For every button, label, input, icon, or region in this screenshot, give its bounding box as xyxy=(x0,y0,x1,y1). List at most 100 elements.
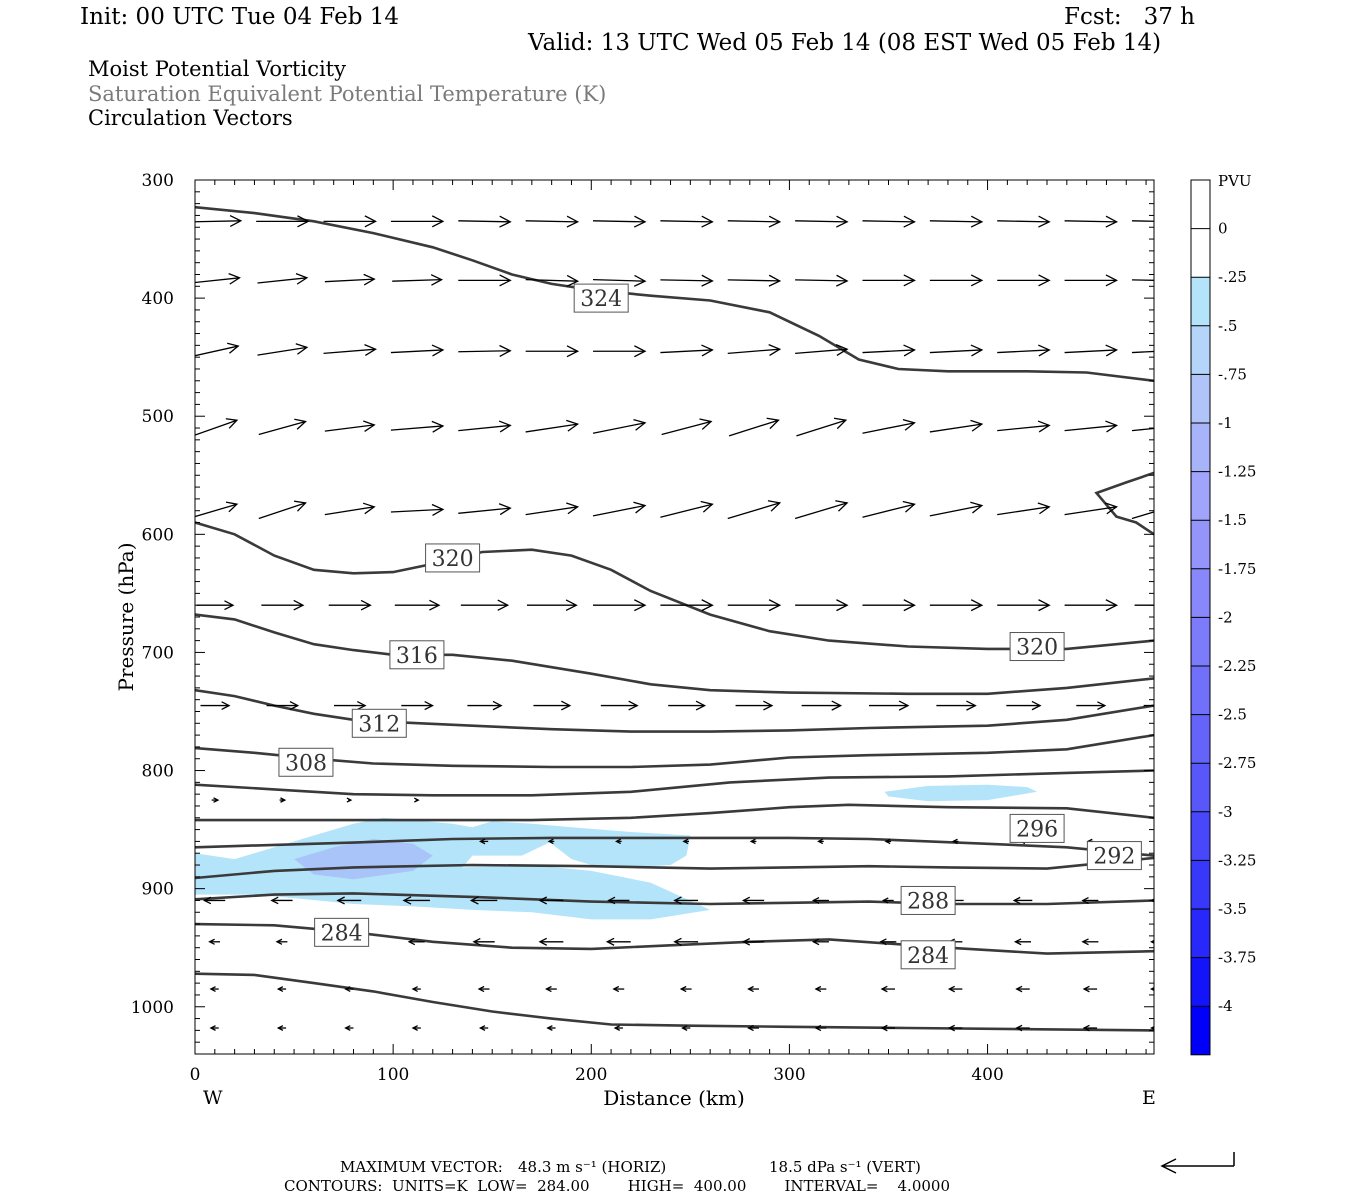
vector-head xyxy=(947,1024,956,1032)
vector-arrow xyxy=(270,896,293,905)
contour-label-box xyxy=(425,543,481,573)
vector-head xyxy=(297,215,310,228)
vector-head xyxy=(414,797,420,803)
vector-head xyxy=(566,215,580,228)
vector-shaft xyxy=(390,349,443,354)
vector-head xyxy=(634,345,647,358)
contour-label-box xyxy=(573,283,629,313)
vector-head xyxy=(228,273,241,285)
vector-shaft xyxy=(862,220,915,223)
vector-head xyxy=(741,937,751,946)
colorbar-tick-label: -3.5 xyxy=(1218,900,1247,918)
vector-shaft xyxy=(728,419,779,437)
vector-shaft xyxy=(324,424,375,432)
vector-arrow xyxy=(929,215,984,228)
vector-arrow xyxy=(202,896,226,905)
vector-head xyxy=(903,215,916,228)
vector-arrow xyxy=(1013,938,1032,946)
vector-shaft xyxy=(794,502,848,520)
y-tick-label: 300 xyxy=(142,171,174,191)
contour-label-box xyxy=(314,917,370,947)
vector-head xyxy=(880,985,888,993)
vector-arrow xyxy=(811,896,829,904)
vector-arrow xyxy=(392,274,444,286)
vector-head xyxy=(1150,1025,1154,1031)
vector-arrow xyxy=(401,701,434,711)
vector-shaft xyxy=(525,278,578,282)
vector-head xyxy=(402,896,412,905)
vector-shaft xyxy=(458,507,511,514)
theta-contour-320-2 xyxy=(1094,471,1154,536)
vector-head xyxy=(411,986,418,992)
vector-arrow xyxy=(1064,599,1119,612)
vector-shaft xyxy=(458,350,511,353)
colorbar-cell xyxy=(1191,568,1210,618)
vector-head xyxy=(362,502,376,515)
vector-arrow xyxy=(868,700,910,711)
vector-arrow xyxy=(275,938,288,945)
forecast-hour: Fcst: 37 h xyxy=(1064,4,1195,30)
vector-head xyxy=(202,896,212,905)
vector-shaft xyxy=(458,424,511,432)
vector-arrow xyxy=(811,938,829,946)
contour-label-box xyxy=(1086,841,1142,871)
vector-arrow xyxy=(478,1025,489,1031)
vector-arrow xyxy=(1076,701,1107,710)
vector-shaft xyxy=(195,220,241,223)
vector-head xyxy=(492,700,503,711)
vector-head xyxy=(545,985,552,993)
vector-shaft xyxy=(392,278,442,282)
vector-arrow xyxy=(814,985,827,993)
vector-arrow xyxy=(794,500,849,520)
colorbar-cell xyxy=(1191,811,1210,861)
vector-shaft xyxy=(1064,506,1117,516)
vector-head xyxy=(879,938,887,946)
vector-arrow xyxy=(1081,896,1099,904)
vector-shaft xyxy=(195,277,240,284)
vector-arrow xyxy=(600,700,639,711)
contour-labels: 324 320 320 316 312 308 296 292 288 284 284 xyxy=(278,283,1142,970)
vector-head xyxy=(1150,939,1154,944)
vector-head xyxy=(499,215,512,228)
vector-arrow xyxy=(607,896,630,905)
colorbar-cell xyxy=(1191,277,1210,326)
vector-arrow xyxy=(682,838,689,845)
vector-head xyxy=(478,1025,486,1031)
vector-arrow xyxy=(346,797,353,803)
y-tick-label: 800 xyxy=(142,762,174,782)
vector-head xyxy=(1038,344,1051,357)
vector-arrow xyxy=(727,500,782,520)
vector-head xyxy=(1105,420,1119,433)
vector-arrow xyxy=(593,274,647,287)
vector-head xyxy=(902,500,916,513)
contour-label-box xyxy=(278,747,334,777)
vector-head xyxy=(276,986,284,992)
east-label: E xyxy=(1142,1087,1156,1109)
vector-arrow xyxy=(533,700,572,711)
vector-arrow xyxy=(257,343,309,356)
y-axis-label: Pressure (hPa) xyxy=(114,543,138,692)
vector-arrow xyxy=(333,701,367,711)
vector-head xyxy=(1038,274,1051,287)
vector-shaft xyxy=(997,424,1050,432)
contour-label-284: 284 xyxy=(907,944,949,969)
vector-head xyxy=(346,797,353,803)
vector-arrow xyxy=(1064,274,1119,287)
vector-shaft xyxy=(795,348,848,354)
vector-head xyxy=(429,599,441,611)
colorbar-cell xyxy=(1191,860,1210,909)
vector-shaft xyxy=(458,220,511,223)
vector-head xyxy=(1015,1024,1023,1032)
vector-head xyxy=(276,1025,284,1031)
valid-time: Valid: 13 UTC Wed 05 Feb 14 (08 EST Wed … xyxy=(528,30,1162,56)
vector-shaft xyxy=(592,504,646,517)
vector-head xyxy=(1173,421,1184,432)
vector-shaft xyxy=(796,419,847,437)
vector-arrow xyxy=(258,500,307,520)
contour-label-320: 320 xyxy=(1016,636,1058,661)
vector-head xyxy=(814,1024,822,1032)
vector-arrow xyxy=(390,215,445,228)
vector-arrow xyxy=(414,797,420,803)
theta-contours xyxy=(195,205,1154,1032)
vector-arrow xyxy=(344,1025,354,1031)
